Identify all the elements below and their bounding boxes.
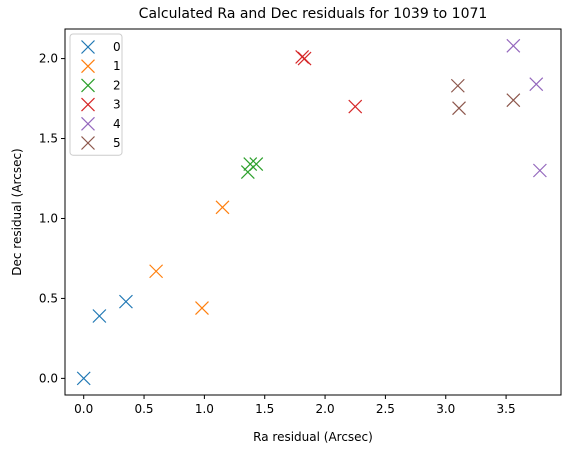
y-tick-label: 1.0 (39, 211, 58, 225)
x-tick-label: 3.0 (436, 402, 455, 416)
data-point-series-0 (119, 294, 133, 309)
y-tick-label: 0.5 (39, 291, 58, 305)
data-point-series-4 (529, 77, 544, 92)
legend-label: 3 (113, 98, 121, 112)
y-tick-label: 2.0 (39, 52, 58, 66)
legend-marker (81, 78, 95, 93)
axis-ticks: 0.0 0.5 1.0 1.5 2.0 2.5 3.0 3.5 0.0 0.5 1.0 1.5 2.0 (39, 52, 516, 416)
legend-label: 0 (113, 40, 121, 54)
data-points (76, 38, 547, 386)
x-tick-label: 2.5 (376, 402, 395, 416)
data-point-series-1 (195, 301, 209, 315)
data-point-series-1 (215, 200, 230, 215)
x-tick-label: 0.0 (74, 402, 93, 416)
legend-frame (69, 33, 123, 156)
legend-label: 1 (113, 59, 121, 73)
x-tick-label: 1.0 (195, 402, 214, 416)
legend-label: 2 (113, 78, 121, 92)
y-axis-label: Dec residual (Arcsec) (10, 148, 24, 275)
plot-area-frame (64, 28, 562, 396)
legend: 0 1 2 3 4 5 (69, 33, 123, 156)
x-tick-label: 0.5 (134, 402, 153, 416)
legend-marker (81, 97, 95, 112)
x-tick-label: 1.5 (255, 402, 274, 416)
data-point-series-4 (532, 163, 547, 178)
data-point-series-5 (452, 101, 466, 116)
y-tick-label: 0.0 (39, 371, 58, 385)
x-axis-label: Ra residual (Arcsec) (253, 430, 373, 444)
data-point-series-2 (249, 157, 264, 172)
data-point-series-3 (297, 51, 312, 66)
x-tick-label: 2.0 (316, 402, 335, 416)
x-tick-label: 3.5 (497, 402, 516, 416)
data-point-series-5 (450, 78, 465, 93)
data-point-series-0 (92, 309, 107, 323)
data-point-series-5 (506, 93, 521, 108)
legend-marker (81, 59, 95, 74)
data-point-series-4 (506, 38, 521, 53)
data-point-series-1 (149, 264, 164, 279)
legend-label: 5 (113, 136, 121, 150)
data-point-series-0 (76, 371, 91, 386)
data-point-series-2 (243, 157, 258, 172)
y-tick-label: 1.5 (39, 132, 58, 146)
legend-label: 4 (113, 117, 121, 131)
data-point-series-3 (348, 99, 363, 114)
legend-marker (81, 136, 95, 150)
legend-marker (81, 116, 95, 131)
legend-marker (81, 40, 95, 54)
chart-title: Calculated Ra and Dec residuals for 1039… (139, 6, 488, 22)
